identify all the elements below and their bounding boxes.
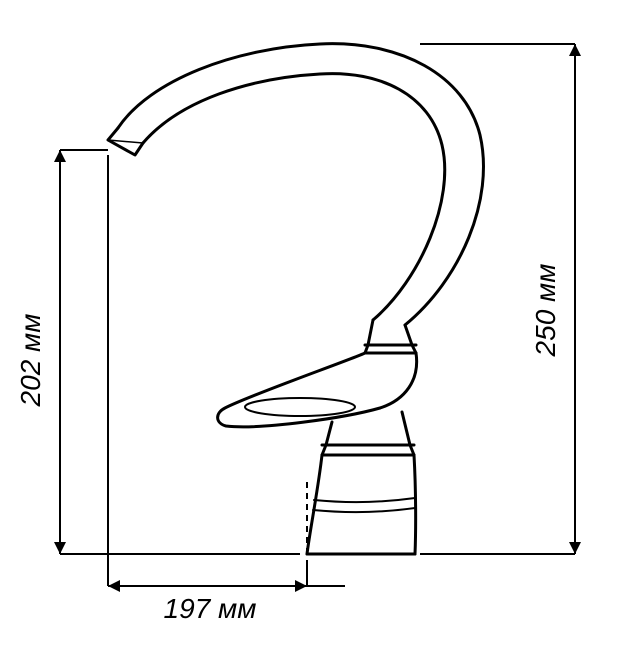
- dimension-height-spout: [60, 150, 300, 554]
- faucet-outline: [108, 44, 483, 554]
- faucet-technical-drawing: 202 мм 250 мм 197 мм: [0, 0, 632, 659]
- label-height-spout: 202 мм: [15, 314, 46, 408]
- label-width: 197 мм: [164, 593, 257, 624]
- dimension-width: [108, 155, 345, 586]
- label-height-total: 250 мм: [530, 264, 561, 358]
